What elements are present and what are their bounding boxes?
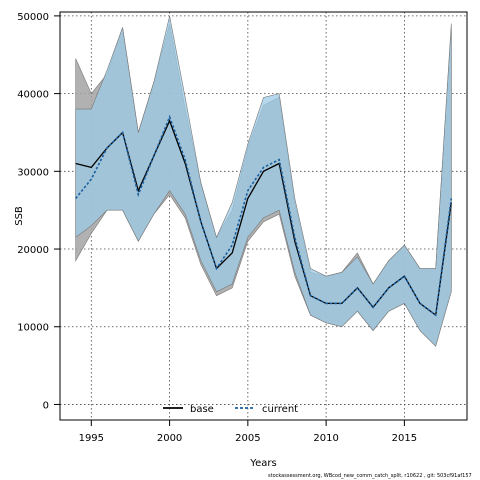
y-axis-title: SSB bbox=[14, 206, 25, 226]
x-tick-label-2010: 2010 bbox=[313, 433, 338, 444]
x-tick-label-2015: 2015 bbox=[392, 433, 417, 444]
x-axis-title: Years bbox=[249, 458, 276, 469]
x-tick-label-1995: 1995 bbox=[79, 433, 104, 444]
y-tick-label-40000: 40000 bbox=[17, 90, 49, 101]
x-axis-ticks: 1995 2000 2005 2010 2015 bbox=[79, 420, 417, 444]
line-base bbox=[75, 119, 452, 317]
plot-frame bbox=[59, 11, 468, 421]
series-lines bbox=[75, 114, 453, 317]
y-tick-label-0: 0 bbox=[43, 400, 49, 411]
y-tick-label-20000: 20000 bbox=[17, 245, 49, 256]
legend: base current bbox=[163, 404, 298, 415]
band-current bbox=[75, 15, 452, 347]
confidence-bands bbox=[75, 15, 452, 347]
x-tick-label-2000: 2000 bbox=[157, 433, 182, 444]
line-current bbox=[75, 114, 453, 317]
footer-caption: stockassessment.org, WBcod_new_comm_catc… bbox=[268, 473, 472, 479]
y-tick-label-50000: 50000 bbox=[17, 12, 49, 23]
y-axis-ticks: 0 10000 20000 30000 40000 50000 bbox=[17, 12, 60, 411]
legend-label-current: current bbox=[262, 404, 298, 415]
legend-label-base: base bbox=[190, 404, 214, 415]
x-tick-label-2005: 2005 bbox=[235, 433, 260, 444]
y-tick-label-10000: 10000 bbox=[17, 323, 49, 334]
y-tick-label-30000: 30000 bbox=[17, 167, 49, 178]
